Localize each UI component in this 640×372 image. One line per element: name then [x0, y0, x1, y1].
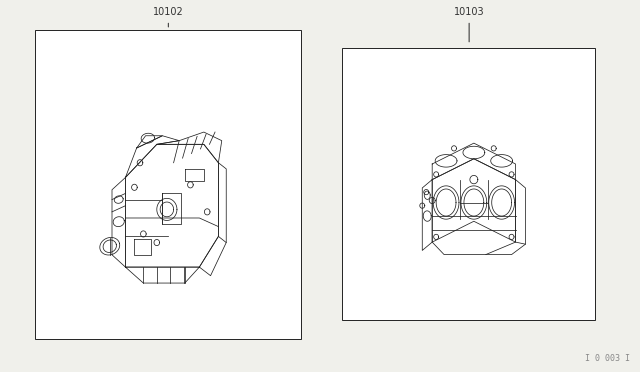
- Bar: [35, 30, 301, 339]
- Text: 10103: 10103: [454, 7, 484, 17]
- Text: 10102: 10102: [153, 7, 184, 17]
- Bar: [342, 48, 595, 320]
- Text: I 0 003 I: I 0 003 I: [586, 354, 630, 363]
